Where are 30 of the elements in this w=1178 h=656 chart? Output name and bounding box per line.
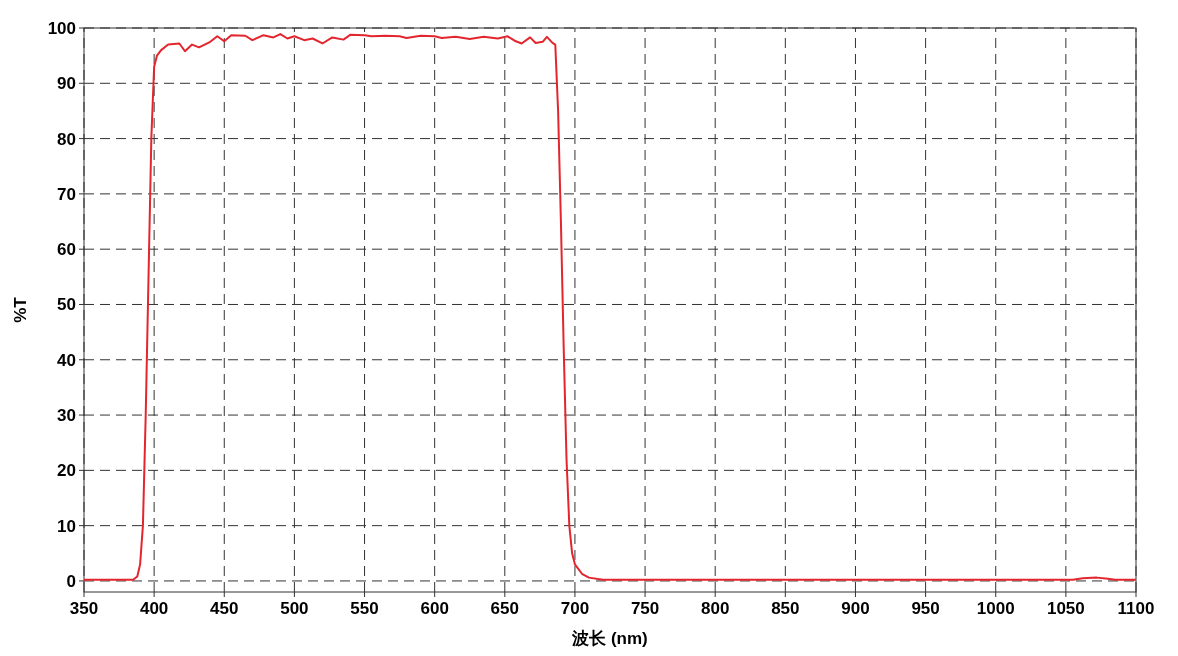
x-tick-label: 850 — [771, 599, 800, 618]
x-tick-label: 800 — [701, 599, 730, 618]
line-series — [83, 33, 1137, 581]
x-tick-label: 950 — [911, 599, 940, 618]
x-tick-label: 600 — [420, 599, 449, 618]
x-tick-label: 1050 — [1046, 599, 1085, 618]
x-tick-label: 900 — [841, 599, 870, 618]
x-tick-label: 1100 — [1117, 599, 1155, 618]
y-tick-label: 80 — [57, 129, 76, 149]
x-tick-label: 450 — [210, 599, 239, 618]
x-tick-label: 550 — [350, 599, 379, 618]
x-tick-label: 650 — [490, 599, 519, 618]
x-tick-label: 400 — [139, 599, 169, 618]
x-axis-title: 波长 (nm) — [571, 629, 648, 648]
y-tick-label: 0 — [66, 571, 76, 591]
x-tick-label: 750 — [630, 599, 660, 618]
x-tick-label: 350 — [69, 599, 99, 618]
y-tick-label: 50 — [57, 295, 76, 315]
x-tick-label: 500 — [280, 599, 309, 618]
x-tick-label: 700 — [560, 599, 590, 618]
y-tick-label: 100 — [47, 18, 76, 38]
y-tick-label: 40 — [57, 350, 76, 370]
x-tick-label: 1000 — [976, 599, 1015, 618]
y-tick-label: 90 — [57, 74, 76, 94]
y-axis-title: %T — [11, 296, 30, 323]
y-tick-label: 30 — [57, 406, 76, 426]
y-tick-label: 10 — [57, 516, 76, 536]
y-tick-label: 60 — [57, 240, 76, 260]
y-tick-label: 20 — [57, 461, 76, 481]
y-tick-label: 70 — [57, 184, 76, 204]
